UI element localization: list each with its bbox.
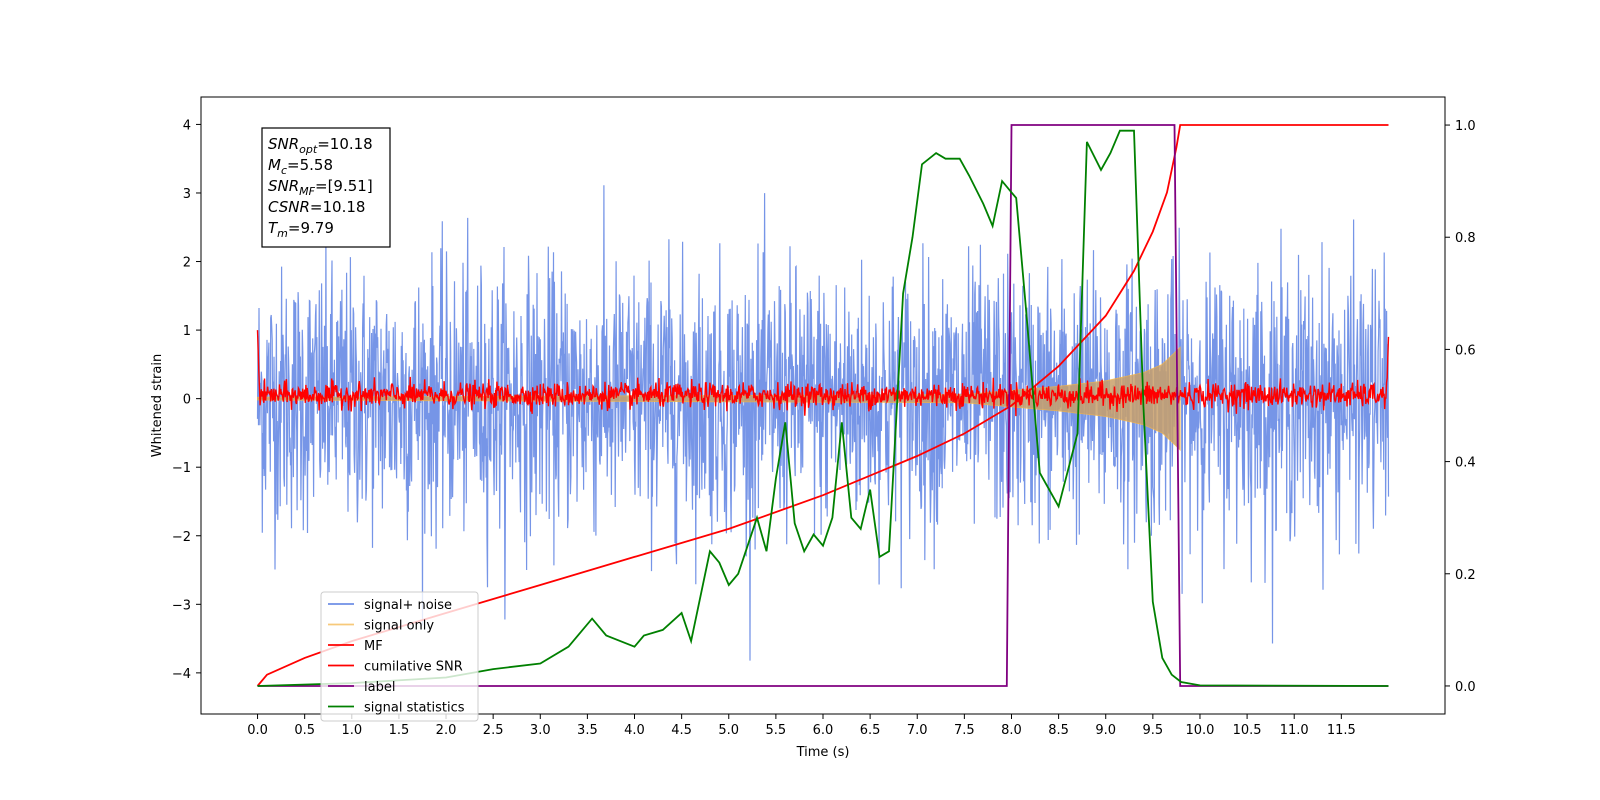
annotation-symbol: M <box>268 156 281 174</box>
annotation-value: =10.18 <box>317 135 373 153</box>
legend-entry: cumilative SNR <box>364 660 463 675</box>
annotation-subscript: c <box>281 164 287 177</box>
legend-entry: signal statistics <box>364 701 465 716</box>
x-tick-label: 10.0 <box>1185 723 1214 738</box>
y-tick-label: 0 <box>183 393 191 408</box>
annotation-line: Mc=5.58 <box>268 156 333 177</box>
x-tick-label: 4.0 <box>624 723 645 738</box>
x-tick-label: 7.5 <box>954 723 975 738</box>
legend-entry: MF <box>364 639 383 654</box>
x-tick-label: 2.5 <box>483 723 504 738</box>
x-tick-label: 0.5 <box>294 723 315 738</box>
x-tick-label: 2.0 <box>436 723 457 738</box>
x-tick-label: 9.0 <box>1095 723 1116 738</box>
y-axis-label: Whitened strain <box>150 354 165 457</box>
annotation-line: SNRMF=[9.51] <box>268 177 373 198</box>
legend: signal+ noise signal only MF cumilative SNR… <box>320 591 479 722</box>
annotation-subscript: m <box>277 227 288 240</box>
x-tick-label: 10.5 <box>1233 723 1262 738</box>
annotation-box <box>261 127 391 248</box>
y-tick-label: −2 <box>172 530 191 545</box>
legend-frame <box>320 591 479 722</box>
y2-tick-label: 0.2 <box>1455 568 1476 583</box>
legend-entry: signal only <box>364 619 434 634</box>
annotation-line: CSNR=10.18 <box>268 198 365 216</box>
x-tick-label: 3.5 <box>577 723 598 738</box>
annotation-symbol: SNR <box>268 177 299 195</box>
y-tick-label: −3 <box>172 598 191 613</box>
x-tick-label: 6.5 <box>860 723 881 738</box>
annotation-symbol: CSNR <box>268 198 310 216</box>
annotation-value: =[9.51] <box>315 177 373 195</box>
x-tick-label: 1.0 <box>341 723 362 738</box>
x-tick-label: 11.5 <box>1327 723 1356 738</box>
annotation-subscript: opt <box>299 143 318 156</box>
x-tick-label: 9.5 <box>1143 723 1164 738</box>
annotation-value: =10.18 <box>310 198 366 216</box>
metrics-annotation-box: SNRopt=10.18Mc=5.58SNRMF=[9.51]CSNR=10.1… <box>261 127 391 248</box>
legend-entry: signal+ noise <box>364 598 452 613</box>
x-tick-label: 0.0 <box>247 723 268 738</box>
series-mf <box>256 330 1390 417</box>
annotation-value: =5.58 <box>287 156 333 174</box>
y-tick-label: 1 <box>183 324 191 339</box>
x-tick-label: 5.5 <box>766 723 787 738</box>
annotation-line: SNRopt=10.18 <box>268 135 373 156</box>
annotation-subscript: MF <box>299 185 315 198</box>
y2-tick-label: 0.8 <box>1455 231 1476 246</box>
series-signal-statistics <box>257 129 1389 687</box>
x-tick-label: 3.0 <box>530 723 551 738</box>
x-axis-label: Time (s) <box>796 745 850 760</box>
annotation-symbol: SNR <box>268 135 299 153</box>
y-tick-label: 2 <box>183 256 191 271</box>
y-tick-label: 3 <box>183 187 191 202</box>
x-tick-label: 11.0 <box>1280 723 1309 738</box>
y2-tick-label: 0.4 <box>1455 456 1476 471</box>
x-tick-label: 8.5 <box>1048 723 1069 738</box>
y-tick-label: 4 <box>183 118 191 133</box>
x-tick-label: 1.5 <box>389 723 410 738</box>
x-tick-label: 6.0 <box>813 723 834 738</box>
y2-tick-label: 1.0 <box>1455 119 1476 134</box>
annotation-symbol: T <box>268 219 279 237</box>
series-signal-plus-noise <box>256 185 1390 661</box>
x-tick-label: 4.5 <box>671 723 692 738</box>
y2-tick-label: 0.0 <box>1455 680 1476 695</box>
legend-entry: label <box>364 680 395 695</box>
annotation-value: =9.79 <box>288 219 334 237</box>
y-tick-label: −1 <box>172 461 191 476</box>
annotation-line: Tm=9.79 <box>268 219 334 240</box>
x-tick-label: 5.0 <box>718 723 739 738</box>
y-tick-label: −4 <box>172 667 191 682</box>
x-tick-label: 7.0 <box>907 723 928 738</box>
x-tick-label: 8.0 <box>1001 723 1022 738</box>
y2-tick-label: 0.6 <box>1455 343 1476 358</box>
